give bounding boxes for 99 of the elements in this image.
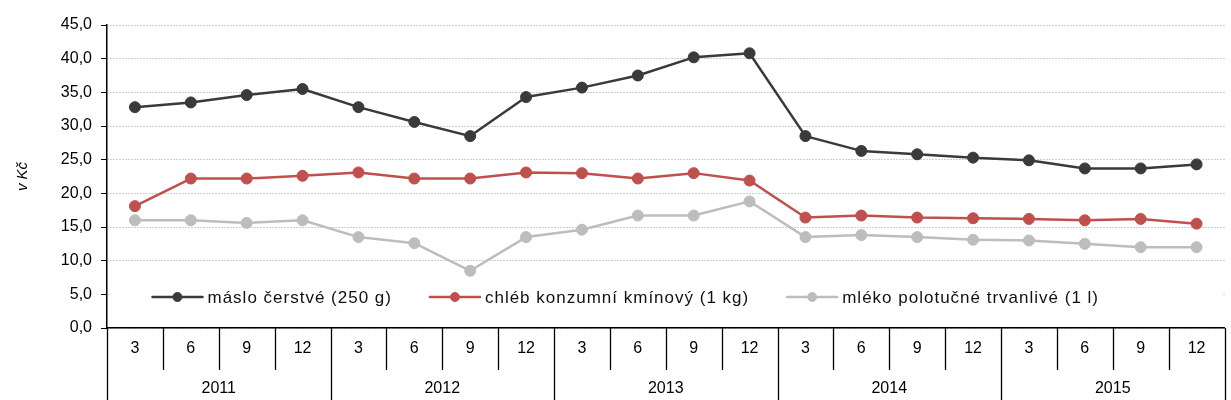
- point: [352, 101, 365, 114]
- point: [967, 212, 980, 225]
- point: [240, 216, 253, 229]
- point: [967, 151, 980, 164]
- x-tick-label: 12: [964, 339, 983, 357]
- x-tick-label: 9: [912, 339, 922, 357]
- point: [296, 169, 309, 182]
- point: [855, 209, 868, 222]
- point: [743, 174, 756, 187]
- point: [128, 200, 141, 213]
- legend-label: chléb konzumní kmínový (1 kg): [484, 287, 750, 307]
- point: [1022, 154, 1035, 167]
- point: [1022, 234, 1035, 247]
- legend-label: mléko polotučné trvanlivé (1 l): [842, 287, 1100, 307]
- y-axis-title: v Kč: [13, 161, 31, 192]
- point: [575, 167, 588, 180]
- x-tick-label: 12: [740, 339, 759, 357]
- point: [631, 209, 644, 222]
- point: [1134, 212, 1147, 225]
- y-tick-label: 10,0: [60, 251, 93, 269]
- point: [799, 231, 812, 244]
- y-tick-label: 15,0: [60, 217, 93, 235]
- x-tick-label: 3: [800, 339, 810, 357]
- point: [799, 130, 812, 143]
- point: [520, 231, 533, 244]
- point: [408, 115, 421, 128]
- y-tick-label: 40,0: [60, 49, 93, 67]
- point: [1190, 217, 1203, 230]
- point: [911, 231, 924, 244]
- x-tick-label: 12: [1187, 339, 1206, 357]
- point: [575, 223, 588, 236]
- point: [911, 148, 924, 161]
- text: 2012: [424, 379, 461, 397]
- text: 2011: [201, 379, 237, 397]
- x-tick-label: 9: [689, 339, 699, 357]
- x-tick-label: 3: [130, 339, 140, 357]
- point: [799, 211, 812, 224]
- point: [1022, 212, 1035, 225]
- y-tick-label: 35,0: [60, 82, 93, 100]
- point: [352, 231, 365, 244]
- x-tick-label: 12: [293, 339, 312, 357]
- x-tick-label: 9: [1136, 339, 1146, 357]
- point: [631, 69, 644, 82]
- point: [687, 51, 700, 64]
- point: [184, 96, 197, 109]
- x-tick-label: 3: [577, 339, 587, 357]
- point: [296, 214, 309, 227]
- point: [911, 211, 924, 224]
- point: [464, 264, 477, 277]
- point: [1190, 241, 1203, 254]
- x-tick-label: 3: [1024, 339, 1034, 357]
- point: [855, 229, 868, 242]
- point: [743, 47, 756, 60]
- point: [520, 91, 533, 104]
- point: [408, 237, 421, 250]
- text: 2015: [1094, 379, 1131, 397]
- point: [128, 214, 141, 227]
- point: [520, 166, 533, 179]
- point: [855, 144, 868, 157]
- point: [1134, 241, 1147, 254]
- point: [575, 81, 588, 94]
- text: 2013: [647, 379, 684, 397]
- x-tick-label: 6: [409, 339, 419, 357]
- point: [184, 172, 197, 185]
- point: [1078, 237, 1091, 250]
- point: [1078, 214, 1091, 227]
- point: [184, 214, 197, 227]
- point: [464, 130, 477, 143]
- point: [687, 209, 700, 222]
- x-tick-label: 6: [1080, 339, 1090, 357]
- x-tick-label: 3: [353, 339, 363, 357]
- point: [1190, 158, 1203, 171]
- x-tick-label: 9: [242, 339, 252, 357]
- point: [240, 89, 253, 102]
- x-tick-label: 6: [856, 339, 866, 357]
- point: [967, 233, 980, 246]
- legend-label: máslo čerstvé (250 g): [207, 287, 392, 307]
- y-tick-label: 30,0: [60, 116, 93, 134]
- x-tick-label: 6: [186, 339, 196, 357]
- point: [687, 167, 700, 180]
- point: [1134, 162, 1147, 175]
- point: [128, 101, 141, 114]
- x-tick-label: 9: [465, 339, 475, 357]
- x-tick-label: 6: [633, 339, 643, 357]
- point: [743, 195, 756, 208]
- point: [631, 172, 644, 185]
- y-tick-label: 5,0: [69, 284, 93, 302]
- y-tick-label: 25,0: [60, 150, 93, 168]
- point: [1078, 162, 1091, 175]
- point: [352, 166, 365, 179]
- point: [240, 172, 253, 185]
- point: [464, 172, 477, 185]
- x-tick-label: 12: [517, 339, 536, 357]
- text: 2014: [871, 379, 908, 397]
- y-tick-label: 0,0: [69, 318, 93, 336]
- point: [408, 172, 421, 185]
- y-tick-label: 45,0: [60, 15, 93, 33]
- point: [296, 82, 309, 95]
- y-tick-label: 20,0: [60, 183, 93, 201]
